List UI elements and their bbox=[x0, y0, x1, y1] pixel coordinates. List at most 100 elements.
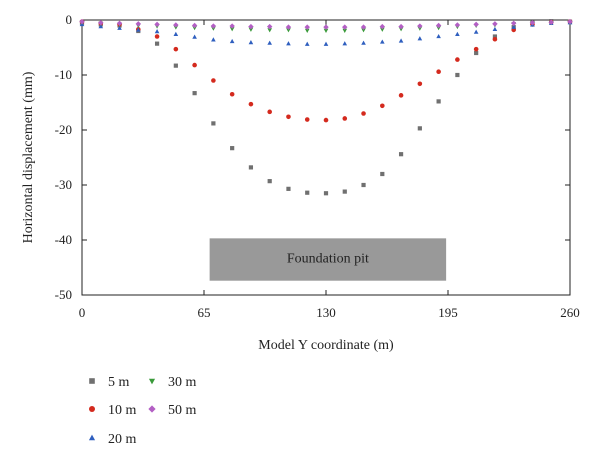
point-5m bbox=[305, 190, 310, 195]
y-tick-label: -20 bbox=[55, 122, 72, 137]
point-5m bbox=[248, 165, 254, 170]
x-tick-label: 195 bbox=[438, 305, 458, 320]
point-10m bbox=[380, 103, 385, 109]
point-20m bbox=[229, 38, 235, 44]
point-50m bbox=[473, 21, 479, 28]
point-50m bbox=[248, 23, 254, 30]
x-tick-label: 0 bbox=[79, 305, 86, 320]
point-20m bbox=[511, 24, 517, 29]
point-30m bbox=[286, 28, 291, 33]
point-50m bbox=[304, 24, 310, 30]
point-10m bbox=[455, 57, 460, 62]
point-20m bbox=[323, 41, 329, 46]
point-30m bbox=[361, 28, 366, 33]
x-tick-label: 260 bbox=[560, 305, 580, 320]
point-10m bbox=[398, 93, 404, 98]
point-5m bbox=[474, 50, 479, 56]
point-50m bbox=[323, 24, 329, 30]
point-50m bbox=[529, 20, 536, 26]
point-50m bbox=[454, 22, 461, 28]
point-20m bbox=[304, 41, 310, 46]
point-50m bbox=[492, 21, 498, 27]
point-30m bbox=[267, 28, 273, 33]
point-30m bbox=[248, 27, 254, 32]
point-5m bbox=[267, 179, 272, 184]
legend-label-50m: 50 m bbox=[168, 403, 197, 418]
legend-marker-20m bbox=[88, 434, 96, 441]
annotation-layer: Foundation pit bbox=[209, 238, 447, 281]
y-axis-title: Horizontal displacement (mm) bbox=[21, 71, 36, 243]
point-50m bbox=[210, 23, 217, 29]
point-20m bbox=[267, 40, 273, 45]
point-5m bbox=[436, 99, 441, 104]
point-10m bbox=[211, 78, 216, 83]
point-50m bbox=[266, 23, 273, 30]
point-5m bbox=[398, 152, 404, 157]
point-5m bbox=[455, 72, 460, 78]
axis-ticks: 0 65 130 195 260 0 -10 -20 -30 -40 -50 bbox=[55, 12, 580, 320]
point-20m bbox=[192, 34, 197, 39]
point-20m bbox=[398, 38, 404, 43]
series-20m bbox=[79, 20, 573, 46]
legend-label-30m: 30 m bbox=[168, 375, 197, 390]
point-20m bbox=[117, 25, 122, 30]
point-20m bbox=[211, 37, 216, 42]
point-20m bbox=[98, 24, 104, 29]
point-30m bbox=[342, 28, 348, 33]
point-10m bbox=[473, 46, 479, 52]
point-20m bbox=[473, 29, 479, 34]
x-tick-label: 130 bbox=[316, 305, 336, 320]
point-50m bbox=[548, 19, 554, 25]
point-10m bbox=[192, 62, 197, 68]
y-tick-label: -40 bbox=[55, 232, 72, 247]
legend-marker-30m bbox=[148, 378, 156, 385]
legend-label-20m: 20 m bbox=[108, 432, 137, 447]
point-20m bbox=[417, 36, 423, 41]
point-20m bbox=[455, 31, 460, 36]
point-50m bbox=[360, 24, 367, 30]
point-5m bbox=[342, 189, 347, 194]
point-5m bbox=[380, 171, 385, 177]
point-20m bbox=[286, 41, 291, 46]
point-30m bbox=[304, 28, 310, 33]
point-10m bbox=[154, 34, 160, 39]
point-5m bbox=[173, 63, 178, 68]
point-5m bbox=[286, 186, 291, 191]
point-50m bbox=[135, 21, 142, 27]
point-5m bbox=[323, 191, 329, 196]
point-5m bbox=[211, 121, 216, 126]
point-50m bbox=[285, 24, 292, 30]
point-5m bbox=[230, 146, 235, 151]
point-20m bbox=[379, 39, 385, 44]
point-50m bbox=[173, 22, 179, 28]
y-tick-label: 0 bbox=[66, 12, 73, 27]
point-50m bbox=[567, 18, 573, 25]
series-10m bbox=[79, 19, 573, 123]
point-50m bbox=[79, 18, 85, 25]
y-tick-label: -50 bbox=[55, 287, 72, 302]
point-20m bbox=[173, 31, 179, 36]
point-20m bbox=[135, 27, 141, 32]
legend-marker-10m bbox=[89, 406, 95, 412]
point-10m bbox=[417, 81, 423, 87]
x-tick-label: 65 bbox=[198, 305, 211, 320]
legend-label-10m: 10 m bbox=[108, 403, 137, 418]
legend-marker-5m bbox=[89, 378, 95, 384]
point-50m bbox=[98, 20, 104, 26]
series-layer bbox=[79, 18, 573, 196]
point-50m bbox=[417, 23, 423, 29]
point-50m bbox=[342, 24, 348, 30]
y-tick-label: -30 bbox=[55, 177, 72, 192]
point-10m bbox=[323, 117, 329, 123]
y-tick-label: -10 bbox=[55, 67, 72, 82]
point-50m bbox=[154, 21, 160, 28]
point-5m bbox=[417, 126, 422, 131]
series-50m bbox=[79, 18, 573, 30]
foundation-pit-label: Foundation pit bbox=[287, 252, 369, 267]
point-50m bbox=[229, 23, 235, 29]
point-50m bbox=[379, 23, 386, 30]
point-30m bbox=[229, 27, 235, 32]
legend-marker-50m bbox=[148, 405, 156, 413]
point-5m bbox=[361, 182, 366, 188]
point-30m bbox=[323, 28, 329, 33]
